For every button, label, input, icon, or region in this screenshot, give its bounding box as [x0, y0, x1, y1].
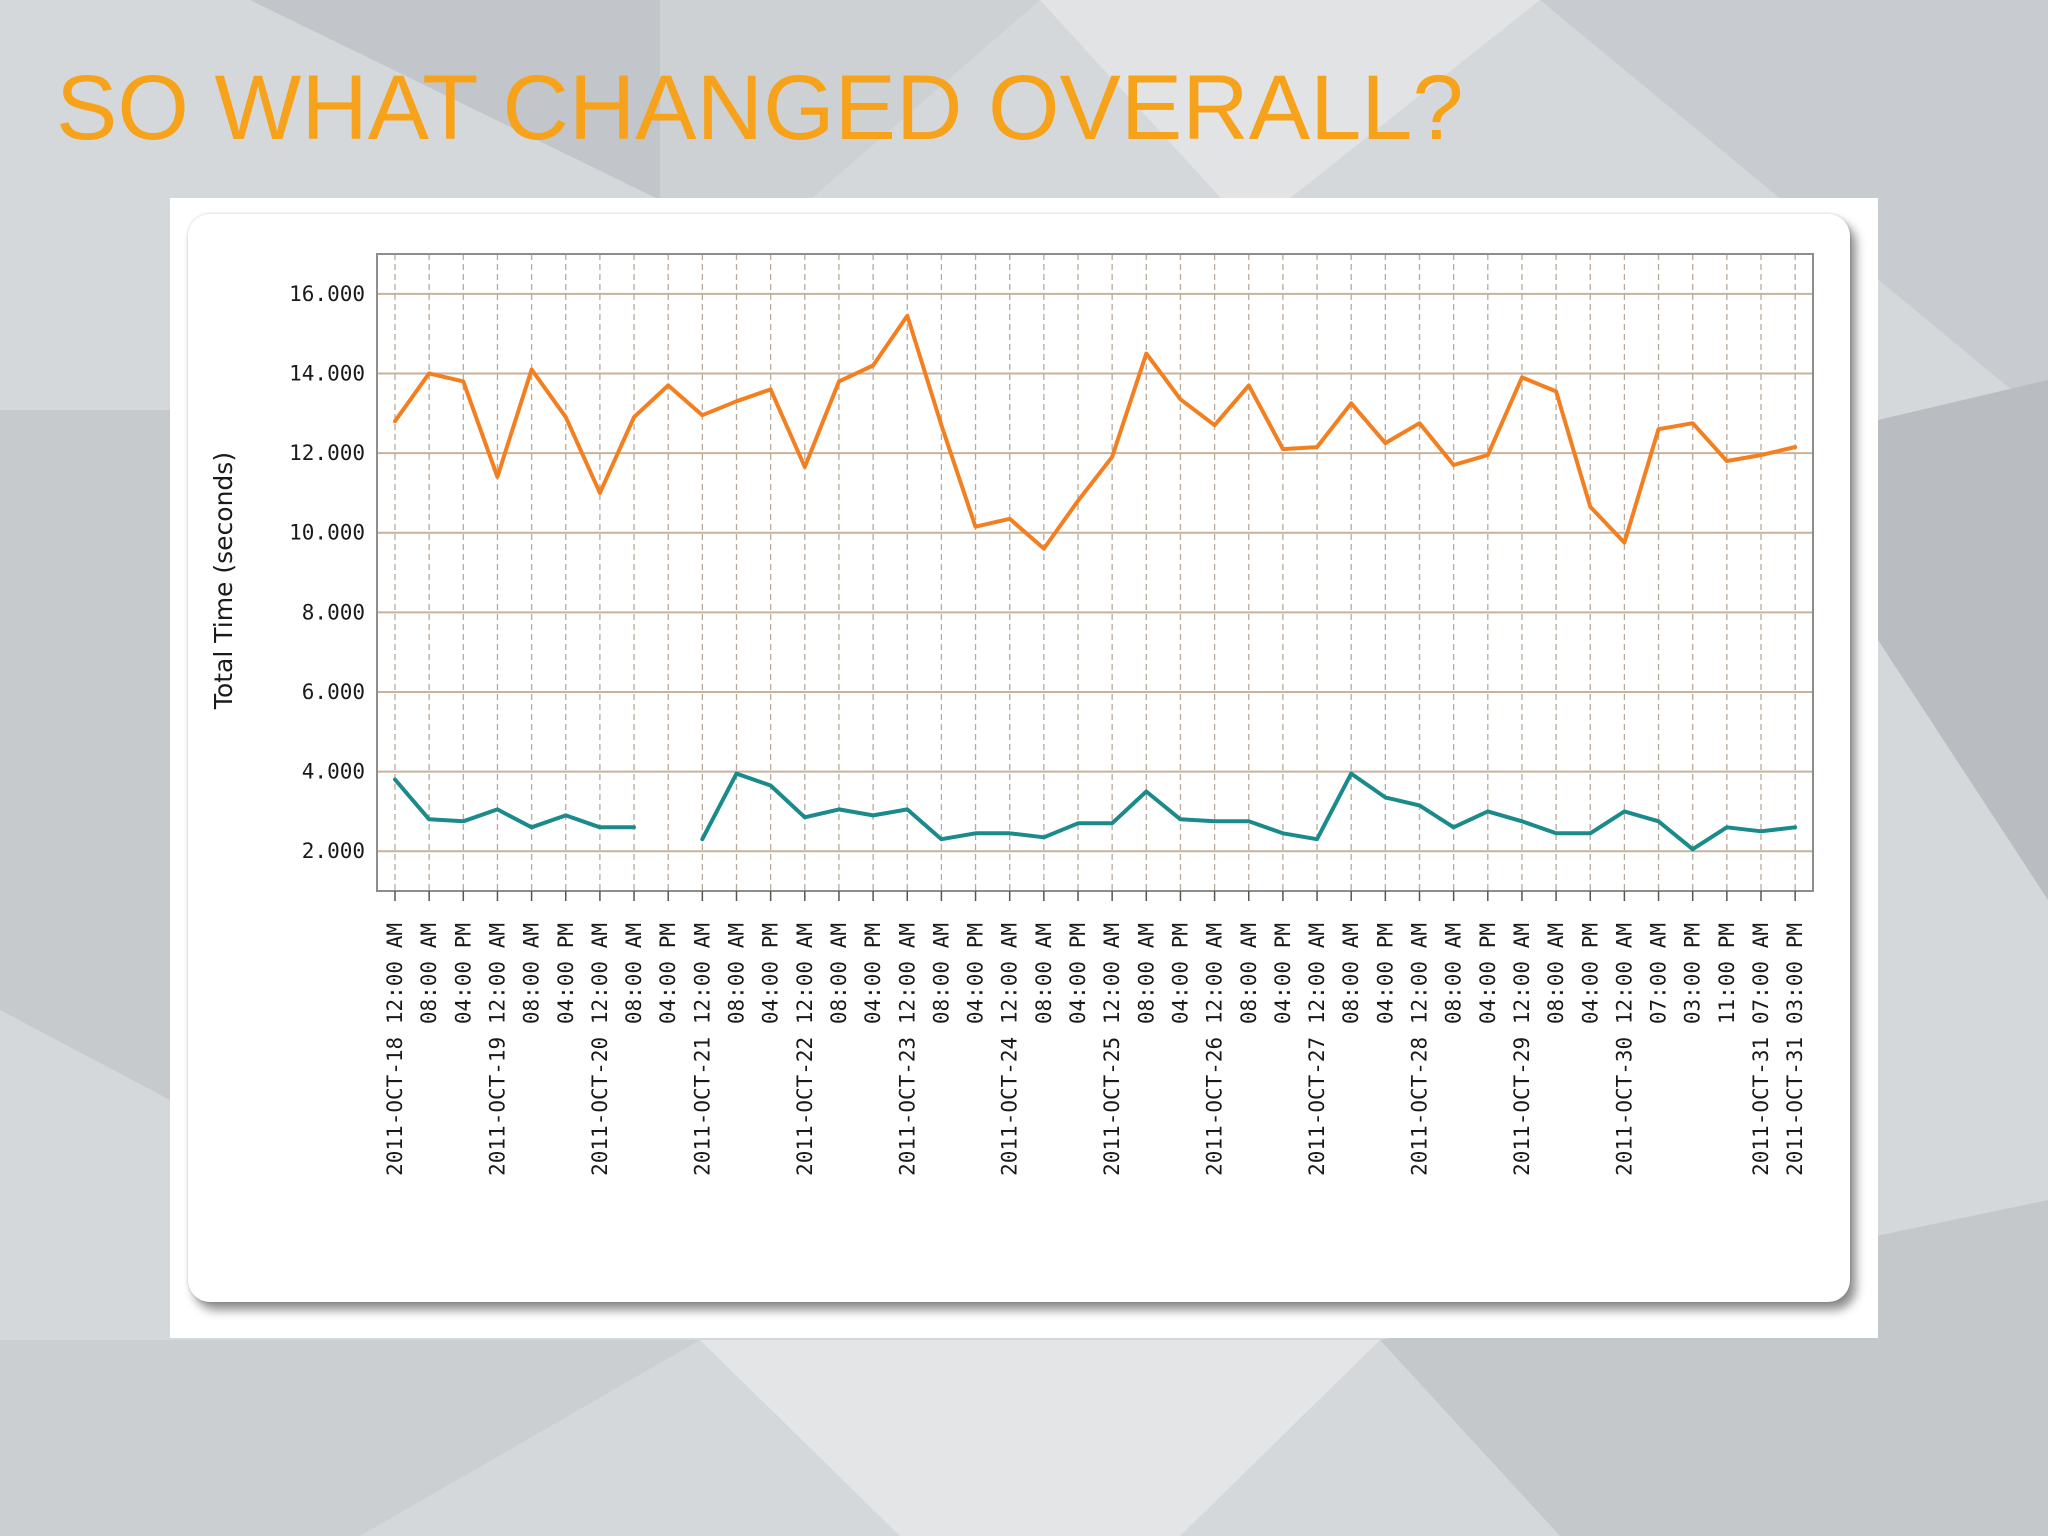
x-tick-label: 08:00 AM — [417, 923, 441, 1024]
x-tick-label: 2011-OCT-20 12:00 AM — [588, 923, 612, 1176]
chart-frame: 2.000 4.000 6.000 8.000 10.000 12.000 14.000 16… — [170, 198, 1878, 1338]
y-tick-label: 14.000 — [289, 361, 365, 385]
x-tick-label: 08:00 AM — [1544, 923, 1568, 1024]
x-tick-label: 04:00 PM — [1578, 923, 1602, 1024]
x-tick-label: 04:00 PM — [1373, 923, 1397, 1024]
x-tick-label: 2011-OCT-29 12:00 AM — [1510, 923, 1534, 1176]
x-tick-label: 07:00 AM — [1647, 923, 1671, 1024]
x-tick-label: 03:00 PM — [1681, 923, 1705, 1024]
x-tick-label: 11:00 PM — [1715, 923, 1739, 1024]
x-tick-label: 2011-OCT-25 12:00 AM — [1100, 923, 1124, 1176]
x-tick-label: 2011-OCT-19 12:00 AM — [485, 923, 509, 1176]
x-tick-label: 04:00 PM — [451, 923, 475, 1024]
y-tick-label: 6.000 — [302, 680, 365, 704]
x-tick-label: 04:00 PM — [656, 923, 680, 1024]
series-2-line — [393, 777, 636, 830]
x-tick-label: 08:00 AM — [725, 923, 749, 1024]
x-tick-label: 04:00 PM — [1476, 923, 1500, 1024]
x-tick-label: 08:00 AM — [827, 923, 851, 1024]
x-tick-label: 04:00 PM — [964, 923, 988, 1024]
x-tick-label: 04:00 PM — [759, 923, 783, 1024]
x-tick-label: 2011-OCT-24 12:00 AM — [998, 923, 1022, 1176]
x-tick-label: 04:00 PM — [1168, 923, 1192, 1024]
x-tick-label: 2011-OCT-31 07:00 AM — [1749, 923, 1773, 1176]
x-tick-label: 04:00 PM — [554, 923, 578, 1024]
x-tick-label: 2011-OCT-23 12:00 AM — [895, 923, 919, 1176]
x-tick-label: 2011-OCT-31 03:00 PM — [1783, 923, 1807, 1176]
line-chart: 2.000 4.000 6.000 8.000 10.000 12.000 14.000 16… — [209, 253, 1814, 1176]
slide-title: SO WHAT CHANGED OVERALL? — [56, 57, 1464, 159]
x-tick-label: 2011-OCT-21 12:00 AM — [690, 923, 714, 1176]
y-tick-label: 2.000 — [302, 839, 365, 863]
series-2-line — [700, 771, 1798, 852]
y-tick-label: 10.000 — [289, 521, 365, 545]
y-tick-label: 4.000 — [302, 760, 365, 784]
x-tick-label: 2011-OCT-26 12:00 AM — [1203, 923, 1227, 1176]
x-tick-label: 04:00 PM — [1271, 923, 1295, 1024]
x-tick-label: 2011-OCT-22 12:00 AM — [793, 923, 817, 1176]
y-axis-label: Total Time (seconds) — [209, 452, 238, 710]
x-tick-label: 08:00 AM — [622, 923, 646, 1024]
y-tick-label: 16.000 — [289, 282, 365, 306]
x-tick-label: 2011-OCT-18 12:00 AM — [383, 923, 407, 1176]
x-tick-label: 08:00 AM — [1032, 923, 1056, 1024]
series-1-line — [393, 313, 1798, 551]
x-tick-label: 08:00 AM — [929, 923, 953, 1024]
x-tick-label: 08:00 AM — [1134, 923, 1158, 1024]
plot-border — [376, 253, 1814, 892]
x-tick-label: 08:00 AM — [520, 923, 544, 1024]
y-tick-label: 12.000 — [289, 441, 365, 465]
x-tick-label: 2011-OCT-30 12:00 AM — [1612, 923, 1636, 1176]
y-tick-label: 8.000 — [302, 600, 365, 624]
x-tick-label: 2011-OCT-28 12:00 AM — [1408, 923, 1432, 1176]
x-tick-label: 08:00 AM — [1339, 923, 1363, 1024]
x-tick-label: 2011-OCT-27 12:00 AM — [1305, 923, 1329, 1176]
plot-area — [377, 254, 1813, 891]
x-tick-label: 08:00 AM — [1237, 923, 1261, 1024]
x-tick-label: 04:00 PM — [1066, 923, 1090, 1024]
x-tick-label: 04:00 PM — [861, 923, 885, 1024]
x-tick-label: 08:00 AM — [1442, 923, 1466, 1024]
